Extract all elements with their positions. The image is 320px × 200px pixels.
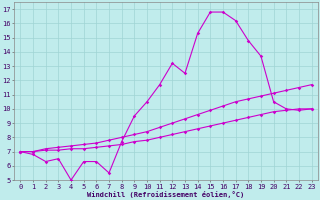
X-axis label: Windchill (Refroidissement éolien,°C): Windchill (Refroidissement éolien,°C) [87,191,244,198]
